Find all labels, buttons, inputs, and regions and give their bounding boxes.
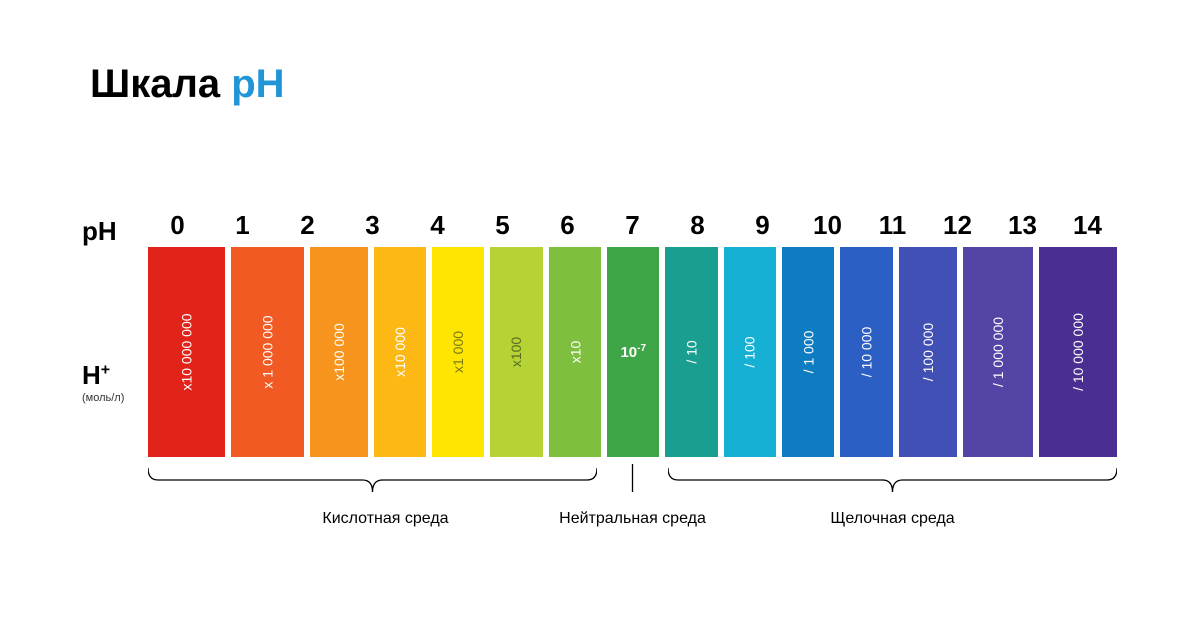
ph-bar: x100 000 [310, 247, 368, 457]
ph-bar-label: x10 [567, 341, 583, 364]
ph-number: 8 [665, 210, 730, 241]
h-concentration-label: H+ [82, 360, 110, 391]
ph-bar-label: x100 [509, 337, 525, 367]
ph-bar-label: / 100 000 [920, 323, 936, 381]
ph-bar-label: / 10 [684, 340, 700, 363]
ph-axis-label: pH [82, 216, 117, 247]
ph-bar: / 1 000 [782, 247, 834, 457]
ph-number: 5 [470, 210, 535, 241]
region-brace [603, 462, 662, 502]
ph-scale: 01234567891011121314 x10 000 000x 1 000 … [145, 210, 1120, 457]
region-brace [668, 462, 1117, 502]
ph-bar-label: x100 000 [331, 323, 347, 381]
ph-number: 2 [275, 210, 340, 241]
ph-number: 7 [600, 210, 665, 241]
ph-number: 11 [860, 210, 925, 241]
ph-bars-row: x10 000 000 x 1 000 000 x100 000 x10 000 x1 … [145, 247, 1120, 457]
ph-bar: / 100 000 [899, 247, 957, 457]
ph-number: 10 [795, 210, 860, 241]
ph-bar-label: / 10 000 000 [1070, 313, 1086, 391]
region-label: Нейтральная среда [543, 510, 723, 528]
ph-numbers-row: 01234567891011121314 [145, 210, 1120, 241]
title-prefix: Шкала [90, 62, 231, 106]
h-label-base: H [82, 360, 101, 390]
ph-bar-label: x1 000 [450, 331, 466, 373]
ph-number: 14 [1055, 210, 1120, 241]
ph-number: 12 [925, 210, 990, 241]
ph-bar: / 1 000 000 [963, 247, 1033, 457]
ph-bar: x10 000 [374, 247, 426, 457]
ph-bar: / 10 [665, 247, 717, 457]
ph-bar-label: / 1 000 000 [990, 317, 1006, 387]
ph-bar: 10-7 [607, 247, 659, 457]
ph-number: 13 [990, 210, 1055, 241]
ph-bar-label: x 1 000 000 [260, 315, 276, 388]
ph-number: 4 [405, 210, 470, 241]
ph-bar-label: / 10 000 [859, 327, 875, 378]
ph-bar: / 10 000 000 [1039, 247, 1117, 457]
ph-bar: x10 000 000 [148, 247, 225, 457]
ph-number: 6 [535, 210, 600, 241]
ph-bar: x100 [490, 247, 542, 457]
ph-number: 9 [730, 210, 795, 241]
h-unit-label: (моль/л) [82, 392, 124, 404]
page-title: Шкала pH [90, 62, 285, 107]
region-braces: Кислотная среда Нейтральная среда Щелочная… [145, 462, 1120, 552]
ph-number: 1 [210, 210, 275, 241]
ph-bar: / 100 [724, 247, 776, 457]
h-label-sup: + [101, 361, 110, 378]
ph-bar: x10 [549, 247, 601, 457]
ph-bar-label: / 1 000 [800, 331, 816, 374]
ph-bar-label: / 100 [742, 336, 758, 367]
ph-bar: x1 000 [432, 247, 484, 457]
ph-bar-label: x10 000 000 [179, 313, 195, 390]
region-label: Кислотная среда [296, 510, 476, 528]
ph-bar-label: x10 000 [392, 327, 408, 377]
region-brace [148, 462, 597, 502]
ph-bar-label: 10-7 [620, 343, 646, 361]
ph-number: 3 [340, 210, 405, 241]
ph-number: 0 [145, 210, 210, 241]
ph-bar: / 10 000 [840, 247, 892, 457]
region-label: Щелочная среда [803, 510, 983, 528]
ph-bar: x 1 000 000 [231, 247, 304, 457]
title-accent: pH [231, 62, 284, 106]
